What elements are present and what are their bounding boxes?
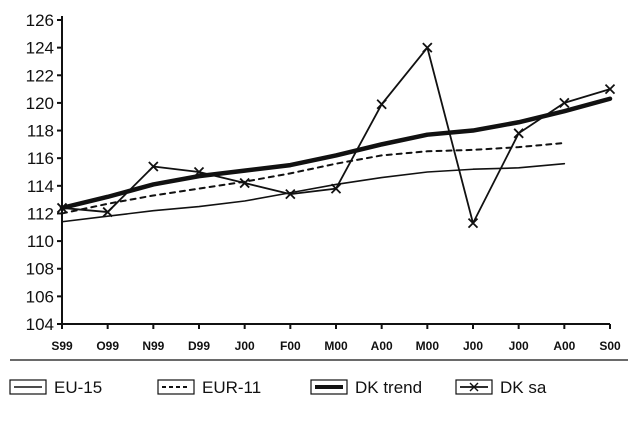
series-line-eu-15 [61, 162, 566, 223]
x-tick-label: D99 [188, 339, 210, 353]
legend-swatch [310, 379, 348, 395]
x-tick-label: A00 [553, 339, 575, 353]
series-layer [56, 42, 616, 229]
legend-swatch [9, 379, 47, 395]
series-line-dk-trend [59, 96, 613, 211]
legend-label: DK sa [500, 378, 547, 397]
y-tick-label: 114 [27, 177, 54, 196]
data-point-dk-sa [513, 128, 524, 139]
y-tick-label: 116 [27, 149, 54, 168]
x-tick-label: N99 [142, 339, 164, 353]
y-tick-label: 108 [26, 260, 54, 279]
y-tick-label: 118 [27, 122, 54, 141]
x-tick-label: S00 [599, 339, 621, 353]
x-tick-label: M00 [324, 339, 348, 353]
legend-swatch [157, 379, 195, 395]
x-tick-label: J00 [235, 339, 255, 353]
series-line-eur-11 [61, 141, 566, 215]
data-point-dk-sa [559, 97, 570, 109]
legend: EU-15 EUR-11 DK trend DK sa [9, 359, 628, 397]
y-tick-label: 124 [26, 39, 54, 58]
legend-item-eur-11: EUR-11 [157, 378, 261, 397]
data-point-dk-sa [148, 161, 159, 172]
legend-item-dk-trend: DK trend [310, 378, 422, 397]
y-tick-label: 126 [26, 11, 54, 30]
data-point-dk-sa [604, 83, 616, 95]
data-point-dk-sa [193, 166, 205, 178]
x-tick-label: F00 [280, 339, 301, 353]
y-tick-label: 106 [26, 287, 54, 306]
data-point-dk-sa [422, 42, 433, 53]
y-tick-label: 120 [26, 94, 54, 113]
data-point-dk-sa [239, 177, 250, 189]
data-point-dk-sa [102, 206, 113, 218]
x-tick-label: J00 [463, 339, 483, 353]
x-tick-label: J00 [509, 339, 529, 353]
legend-item-dk-sa: DK sa [455, 378, 547, 397]
legend-item-eu-15: EU-15 [9, 378, 102, 397]
x-tick-label: O99 [96, 339, 119, 353]
y-tick-label: 112 [27, 204, 54, 223]
data-point-dk-sa [330, 183, 342, 194]
legend-swatch [455, 379, 493, 395]
x-tick-label: A00 [371, 339, 393, 353]
y-tick-label: 104 [26, 315, 54, 334]
y-tick-label: 122 [26, 66, 54, 85]
legend-label: EU-15 [54, 378, 102, 397]
y-tick-label: 110 [27, 232, 54, 251]
data-point-dk-sa [467, 217, 479, 229]
legend-label: EUR-11 [202, 378, 261, 397]
data-point-dk-sa [376, 99, 387, 110]
axes-layer: 104 106 108 110 112 114 116 118 120 122 124 126 S99 O… [26, 11, 621, 353]
x-tick-label: S99 [51, 339, 73, 353]
x-tick-label: M00 [416, 339, 440, 353]
data-point-dk-sa [56, 202, 68, 214]
legend-label: DK trend [355, 378, 422, 397]
data-point-dk-sa [285, 188, 296, 200]
